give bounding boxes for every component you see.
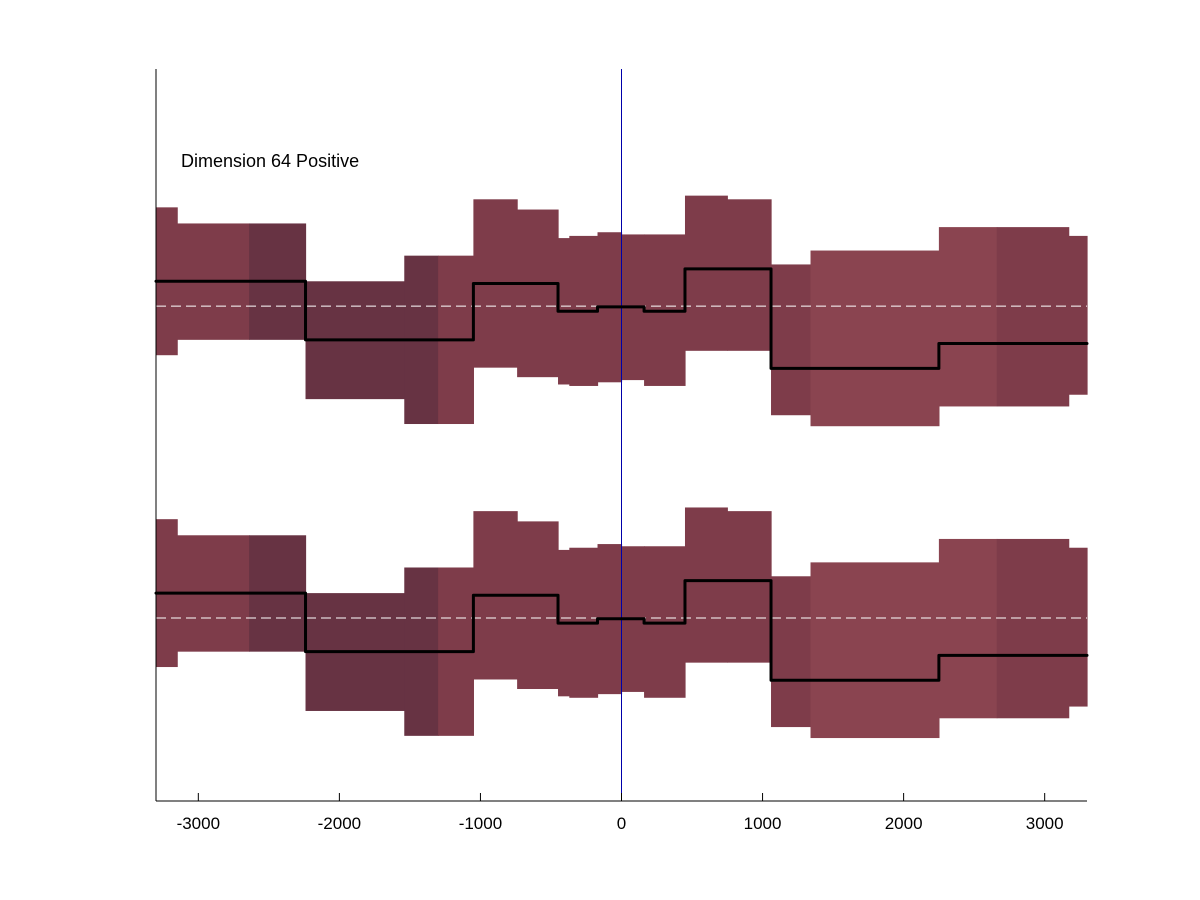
mean-step-line: [154, 579, 1089, 682]
error-band-segment: [810, 562, 940, 739]
x-tick-label: -3000: [177, 814, 220, 833]
error-band-segment: [771, 264, 812, 416]
error-band-segment: [684, 507, 728, 663]
x-ticks: -3000 -2000 -1000 0 1000 2000 3000: [177, 793, 1064, 833]
error-band-segment: [938, 227, 998, 407]
mean-step-line: [154, 267, 1089, 370]
error-band-segment: [996, 227, 1070, 407]
error-band-segment: [771, 576, 812, 728]
error-band-segment: [517, 209, 559, 378]
x-tick-label: -2000: [318, 814, 361, 833]
error-band-segment: [684, 195, 728, 351]
x-tick-label: 2000: [885, 814, 923, 833]
x-tick-label: 1000: [744, 814, 782, 833]
error-band-segment: [727, 511, 772, 663]
error-band-segment: [727, 199, 772, 351]
error-band-segment: [517, 521, 559, 690]
error-band-segment: [996, 538, 1070, 719]
x-tick-label: 0: [617, 814, 626, 833]
error-band-segment: [810, 250, 940, 427]
mean-lines: [154, 267, 1089, 682]
error-band-segment: [1068, 547, 1088, 707]
x-tick-label: -1000: [459, 814, 502, 833]
error-band-segment: [938, 538, 998, 719]
x-tick-label: 3000: [1026, 814, 1064, 833]
chart-annotation: Dimension 64 Positive: [181, 151, 359, 171]
error-band-segment: [1068, 235, 1088, 395]
